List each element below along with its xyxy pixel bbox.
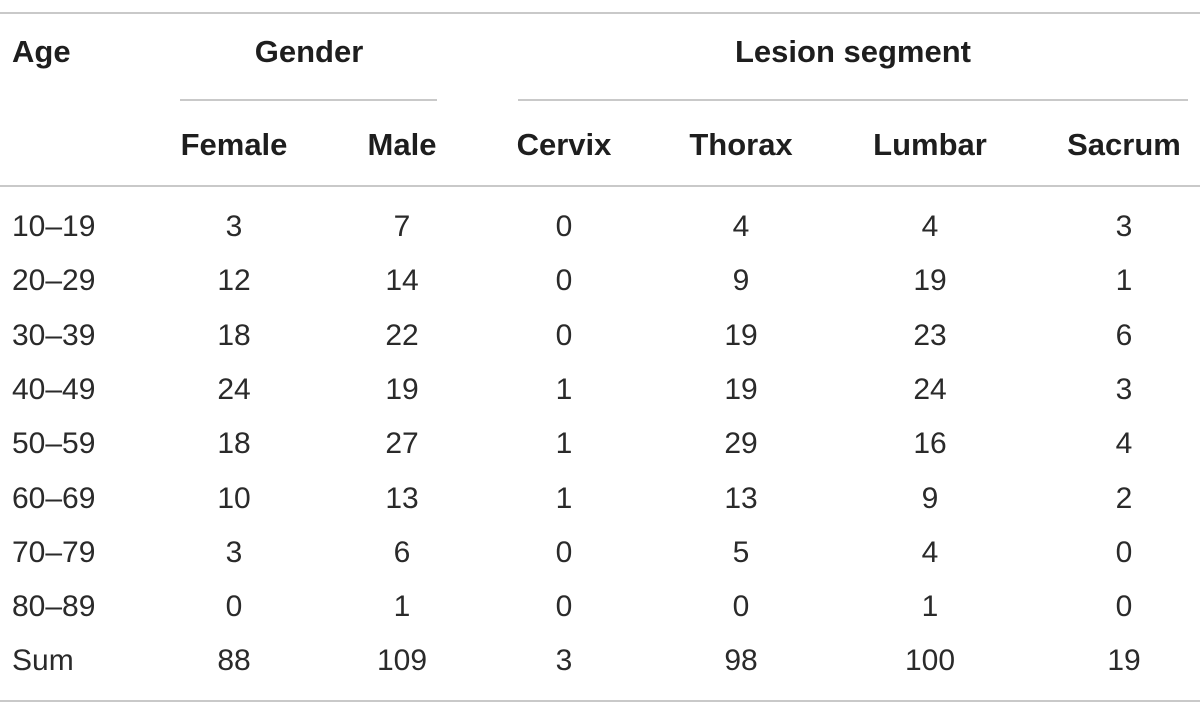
cell-male: 13 <box>385 482 419 515</box>
cell-female: 18 <box>217 427 251 460</box>
cell-lumbar: 4 <box>921 210 939 243</box>
column-header-lumbar: Lumbar <box>873 127 987 162</box>
column-header-male: Male <box>367 127 437 162</box>
cell-female: 0 <box>225 590 243 623</box>
column-header-thorax: Thorax <box>689 127 793 162</box>
column-header-sacrum: Sacrum <box>1067 127 1181 162</box>
bottom-rule <box>0 700 1200 702</box>
row-age-label: 30–39 <box>12 319 96 352</box>
cell-cervix: 0 <box>555 210 573 243</box>
row-age-label: 50–59 <box>12 427 96 460</box>
cell-thorax: 19 <box>724 319 758 352</box>
cell-thorax: 9 <box>732 264 750 297</box>
cell-sacrum: 0 <box>1115 590 1133 623</box>
column-header-female: Female <box>180 127 288 162</box>
header-bottom-rule <box>0 185 1200 187</box>
cell-lumbar: 1 <box>921 590 939 623</box>
cell-sacrum: 0 <box>1115 536 1133 569</box>
cell-lumbar: 9 <box>921 482 939 515</box>
cell-male: 27 <box>385 427 419 460</box>
cell-lumbar: 16 <box>913 427 947 460</box>
cell-lumbar: 4 <box>921 536 939 569</box>
cell-female: 3 <box>225 536 243 569</box>
cell-male: 109 <box>376 644 428 677</box>
row-age-label: 20–29 <box>12 264 96 297</box>
cell-female: 3 <box>225 210 243 243</box>
cell-cervix: 3 <box>555 644 573 677</box>
row-age-label: 70–79 <box>12 536 96 569</box>
cell-male: 19 <box>385 373 419 406</box>
row-age-label: 40–49 <box>12 373 96 406</box>
row-age-label: 10–19 <box>12 210 96 243</box>
cell-cervix: 1 <box>555 482 573 515</box>
cell-male: 14 <box>385 264 419 297</box>
cell-female: 88 <box>217 644 251 677</box>
cell-thorax: 13 <box>724 482 758 515</box>
row-age-label: 60–69 <box>12 482 96 515</box>
cell-cervix: 0 <box>555 319 573 352</box>
cell-male: 7 <box>393 210 411 243</box>
row-age-label: 80–89 <box>12 590 96 623</box>
cell-cervix: 0 <box>555 590 573 623</box>
cell-thorax: 0 <box>732 590 750 623</box>
cell-lumbar: 23 <box>913 319 947 352</box>
cell-female: 12 <box>217 264 251 297</box>
cell-male: 6 <box>393 536 411 569</box>
cell-thorax: 19 <box>724 373 758 406</box>
cell-lumbar: 100 <box>904 644 956 677</box>
gender-header: Gender <box>254 34 364 69</box>
cell-male: 22 <box>385 319 419 352</box>
row-age-label: Sum <box>12 644 74 677</box>
cell-sacrum: 2 <box>1115 482 1133 515</box>
cell-male: 1 <box>393 590 411 623</box>
cell-cervix: 0 <box>555 264 573 297</box>
cell-cervix: 0 <box>555 536 573 569</box>
gender-group-rule <box>180 99 437 101</box>
cell-female: 24 <box>217 373 251 406</box>
cell-female: 10 <box>217 482 251 515</box>
lesion-segment-header: Lesion segment <box>735 34 971 69</box>
cell-thorax: 4 <box>732 210 750 243</box>
column-header-cervix: Cervix <box>516 127 612 162</box>
cell-thorax: 5 <box>732 536 750 569</box>
cell-cervix: 1 <box>555 373 573 406</box>
cell-thorax: 98 <box>724 644 758 677</box>
cell-sacrum: 19 <box>1107 644 1141 677</box>
cell-cervix: 1 <box>555 427 573 460</box>
lesion-group-rule <box>518 99 1188 101</box>
cell-lumbar: 19 <box>913 264 947 297</box>
cell-sacrum: 6 <box>1115 319 1133 352</box>
top-rule <box>0 12 1200 14</box>
cell-thorax: 29 <box>724 427 758 460</box>
cell-sacrum: 4 <box>1115 427 1133 460</box>
age-header: Age <box>12 34 71 69</box>
cell-lumbar: 24 <box>913 373 947 406</box>
cell-sacrum: 3 <box>1115 373 1133 406</box>
cell-sacrum: 1 <box>1115 264 1133 297</box>
cell-sacrum: 3 <box>1115 210 1133 243</box>
cell-female: 18 <box>217 319 251 352</box>
